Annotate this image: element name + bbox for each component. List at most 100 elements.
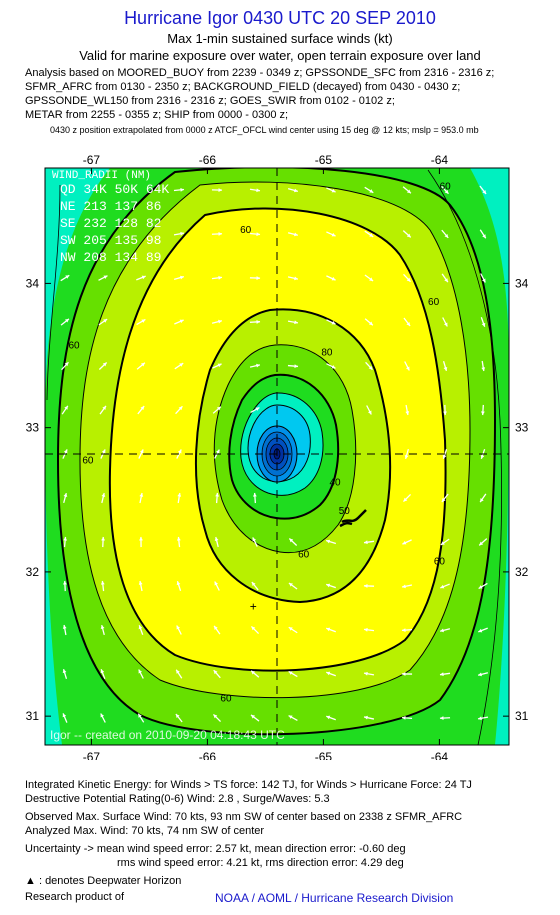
wind-arrow-head (100, 580, 105, 585)
wind-arrow-head (406, 233, 411, 238)
research-label: Research product of (25, 891, 125, 903)
wind-arrow-head (180, 187, 185, 192)
wind-arrow-head (440, 628, 444, 633)
deepwater-label: : denotes Deepwater Horizon (38, 875, 182, 887)
wind-arrow-head (102, 362, 107, 367)
wind-arrow-head (140, 362, 145, 367)
wind-arrow-head (402, 584, 406, 589)
wind-arrow-head (440, 541, 445, 545)
wind-arrow-head (288, 715, 293, 719)
x-tick-label-bottom: -65 (315, 750, 333, 760)
wind-arrow-head (141, 319, 146, 323)
wind-arrow-head (256, 363, 260, 368)
wind-arrow-head (252, 492, 257, 497)
contour-labels: 60 60 60 60 60 60 60 60 80 50 40 (68, 182, 451, 705)
wind-arrow-head (480, 411, 485, 416)
chart-subtitle: Max 1-min sustained surface winds (kt) (167, 31, 393, 46)
chart-subtitle-2: Valid for marine exposure over water, op… (79, 48, 481, 63)
wind-arrow-head (478, 672, 482, 677)
wind-arrow-head (177, 493, 182, 497)
x-tick-label-top: -65 (315, 153, 333, 167)
wind-arrow-head (364, 671, 368, 676)
wind-arrow-head (478, 585, 483, 589)
wind-arrow-head (406, 322, 411, 327)
wind-arrow-head (62, 669, 67, 674)
wind-arrow-head (178, 406, 183, 411)
wind-arrow-head (401, 715, 406, 720)
wind-arrow-head (440, 584, 445, 589)
credit-link[interactable]: NOAA / AOML / Hurricane Research Divisio… (215, 891, 454, 905)
wind-arrow-head (214, 581, 219, 586)
wind-arrow-head (101, 449, 106, 454)
wind-arrow-head (138, 581, 143, 585)
wind-arrow-head (481, 367, 486, 371)
wind-arrow-head (176, 581, 181, 586)
contour-label: 60 (434, 557, 446, 568)
wind-arrow-head (444, 189, 449, 194)
wind-arrow-head (140, 406, 145, 410)
wind-arrow-head (326, 539, 331, 544)
wind-arrow-head (482, 234, 486, 239)
wind-arrow-head (480, 454, 485, 459)
contour-label: 60 (428, 297, 440, 308)
wind-arrow-head (363, 540, 368, 545)
wind-arrow-head (479, 541, 484, 546)
wind-arrow-head (138, 669, 143, 674)
wind-arrow-head (139, 536, 143, 541)
wind-arrow-head (138, 625, 143, 630)
wind-arrow-head (256, 232, 261, 237)
wind-arrow-head (65, 275, 70, 279)
wind-field-plot (45, 168, 509, 745)
contour-line (46, 184, 61, 401)
wind-arrow-head (289, 538, 294, 543)
wind-arrow-head (218, 275, 223, 280)
wind-arrow-head (443, 411, 447, 416)
x-tick-label-top: -64 (431, 153, 449, 167)
y-tick-label-right: 31 (515, 709, 529, 723)
wind-arrow-head (363, 584, 368, 588)
wind-arrow-head (326, 715, 331, 720)
wind-arrow-head (62, 713, 67, 718)
wind-arrow-head (368, 321, 373, 326)
ike-line: Integrated Kinetic Energy: for Winds > T… (25, 779, 472, 791)
y-tick-label-left: 33 (26, 421, 40, 435)
wind-arrow-head (369, 189, 374, 193)
wind-arrow-head (139, 493, 144, 497)
wind-arrow-head (256, 188, 261, 193)
wind-arrow-head (478, 628, 483, 633)
wind-arrow-head (256, 276, 261, 280)
wind-arrow-head (404, 454, 409, 459)
wind-arrow-head (294, 320, 298, 325)
wind-arrow-head (444, 278, 448, 283)
wind-arrow-head (442, 454, 447, 459)
wind-vectors (60, 185, 489, 723)
wind-arrow-head (176, 536, 181, 541)
contour-label: 60 (68, 340, 80, 351)
wind-arrow-head (215, 492, 220, 497)
contour-label: 60 (240, 225, 252, 236)
x-tick-label-bottom: -66 (199, 750, 217, 760)
wind-radii-title: WIND_RADII (NM) (52, 170, 151, 182)
wind-arrow-head (63, 580, 67, 585)
x-tick-label-bottom: -64 (431, 750, 449, 760)
wind-arrow-head (218, 232, 223, 236)
wind-arrow-head (326, 583, 331, 588)
wind-arrow-head (331, 276, 336, 281)
wind-arrow-head (288, 627, 293, 631)
analysis-line: METAR from 2255 - 0355 z; SHIP from 0000… (25, 109, 289, 121)
wind-arrow-head (251, 626, 256, 631)
wind-field-chart: -67 -67 -66 -66 -65 -65 -64 -64 31 31 32 32 33 33 34 34… (26, 153, 529, 760)
wind-arrow-head (252, 537, 257, 542)
contour-label: 80 (321, 348, 333, 359)
wind-arrow-head (180, 231, 184, 236)
x-tick-label-top: -67 (83, 153, 101, 167)
wind-arrow-head (403, 497, 408, 502)
contour-label: 60 (82, 456, 94, 467)
contour-label: 40 (329, 477, 341, 488)
watermark: Igor -- created on 2010-09-20 04:18:43 U… (50, 728, 285, 742)
wind-arrow-head (294, 364, 299, 369)
analysis-line: Analysis based on MOORED_BUOY from 2239 … (25, 67, 495, 79)
wind-arrow-head (326, 671, 331, 676)
wind-arrow-head (175, 714, 180, 718)
wind-arrow-head (255, 407, 260, 411)
